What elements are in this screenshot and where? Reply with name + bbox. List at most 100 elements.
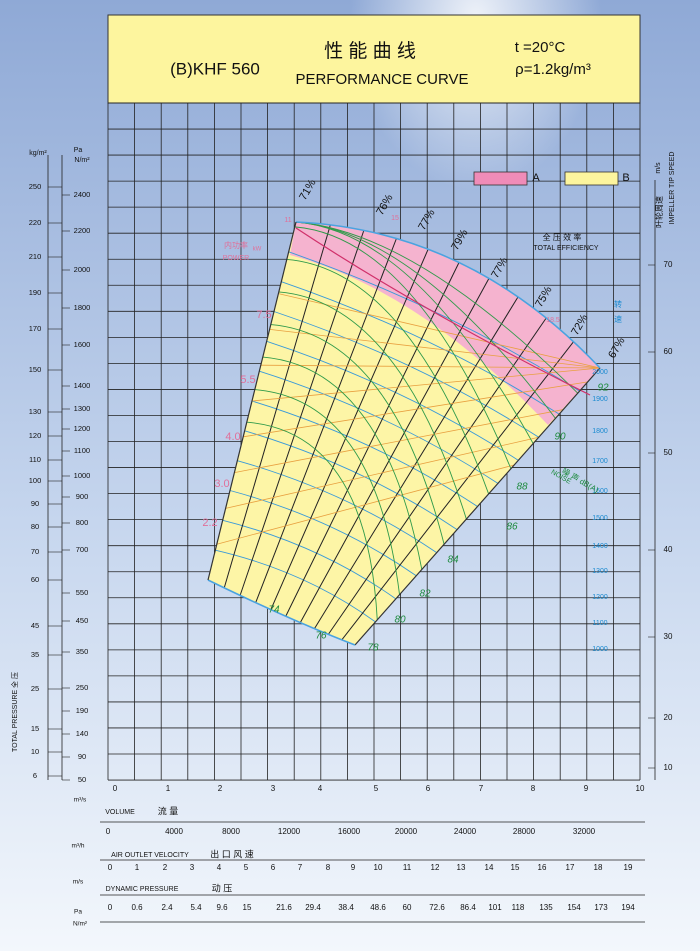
axis-label: 流 量: [158, 805, 179, 816]
system-line: [314, 296, 519, 629]
tick-label: 25: [31, 684, 39, 693]
tick-label: 100: [29, 476, 42, 485]
noise-curve: [295, 221, 534, 444]
axis-label: 叶轮周速: [654, 196, 664, 228]
power-label: 18.5: [546, 317, 560, 324]
tick-label: 14: [485, 863, 494, 872]
tick-label: 450: [76, 616, 89, 625]
tick-label: 4000: [165, 827, 183, 836]
tick-label: 90: [78, 752, 86, 761]
system-line: [270, 249, 429, 610]
axis-unit: Pa: [74, 147, 83, 154]
tick-label: 0: [106, 827, 111, 836]
speed-label: 1600: [592, 488, 608, 495]
tick-label: 210: [29, 252, 42, 261]
tick-label: 130: [29, 407, 42, 416]
curves: [215, 221, 601, 646]
legend-swatch-a: [473, 171, 528, 186]
tick-label: 190: [76, 706, 89, 715]
axis-unit: m/s: [73, 879, 84, 886]
bottom-boundary: [207, 579, 356, 646]
tick-label: 16: [538, 863, 547, 872]
legend-swatch-b: [564, 171, 619, 186]
tick-label: 5: [244, 863, 249, 872]
tick-label: 5: [374, 784, 379, 793]
tick-label: 48.6: [370, 903, 386, 912]
tick-label: 1400: [74, 381, 91, 390]
power-label: 4.0: [225, 431, 240, 443]
tick-label: 900: [76, 492, 89, 501]
power-caption: kW: [253, 247, 262, 253]
power-label: 15: [391, 215, 399, 222]
tick-label: 1: [166, 784, 171, 793]
tick-label: 13: [457, 863, 466, 872]
temperature: t =20°C: [515, 39, 566, 56]
tick-label: 9.6: [216, 903, 228, 912]
noise-curve: [270, 324, 445, 545]
tick-label: 194: [621, 903, 635, 912]
axis-unit: m³/s: [74, 797, 87, 804]
tick-label: 9: [584, 784, 589, 793]
power-label: 3.0: [214, 478, 229, 490]
speed-curve: [229, 490, 417, 577]
tick-label: 6: [33, 771, 37, 780]
left-boundary: [207, 221, 297, 581]
system-line: [327, 317, 547, 635]
top-boundary: [295, 221, 601, 369]
tick-label: 8: [531, 784, 536, 793]
speed-curve: [259, 370, 499, 484]
axis-label: IMPELLER TIP SPEED: [669, 152, 676, 225]
power-label: 7.5: [256, 309, 271, 321]
tick-label: 1: [135, 863, 140, 872]
tick-label: 86.4: [460, 903, 476, 912]
efficiency-peak-line: [295, 227, 591, 396]
title-cn: 性 能 曲 线: [324, 40, 416, 62]
tick-label: 6: [426, 784, 431, 793]
tick-label: 30: [664, 632, 673, 641]
tick-label: 800: [76, 518, 89, 527]
system-line: [285, 262, 460, 617]
noise-label: 90: [554, 432, 566, 443]
tick-label: 50: [78, 775, 86, 784]
power-line: [234, 409, 564, 473]
tick-label: 18: [594, 863, 603, 872]
tick-label: 15: [511, 863, 520, 872]
tick-label: 1600: [74, 340, 91, 349]
speed-caption: 速: [614, 315, 622, 324]
legend-label: A: [532, 172, 540, 184]
tick-label: 0.6: [131, 903, 143, 912]
noise-curve: [246, 421, 378, 620]
tick-label: 150: [29, 365, 42, 374]
power-label: 2.2: [202, 517, 217, 529]
tick-label: 8000: [222, 827, 240, 836]
tick-label: 118: [512, 903, 525, 912]
axis-label: DYNAMIC PRESSURE: [106, 886, 179, 893]
axis-unit: kg/m²: [29, 150, 47, 157]
speed-label: 1000: [592, 646, 608, 653]
tick-label: 17: [566, 863, 575, 872]
axis-unit: m/s: [655, 162, 662, 174]
tick-label: 1800: [74, 303, 91, 312]
tick-label: 10: [636, 784, 645, 793]
tick-label: 3: [190, 863, 195, 872]
tick-label: 32000: [573, 827, 596, 836]
title-en: PERFORMANCE CURVE: [295, 71, 468, 88]
density: ρ=1.2kg/m³: [515, 61, 591, 78]
tick-label: 20: [664, 713, 673, 722]
tick-label: 60: [664, 347, 673, 356]
speed-curve: [237, 460, 437, 554]
right-boundary: [354, 367, 601, 646]
axis-unit: N/m²: [73, 921, 88, 928]
tick-label: 190: [29, 288, 42, 297]
tick-label: 1200: [74, 424, 91, 433]
axis-label: VOLUME: [105, 809, 135, 816]
speed-curve: [215, 549, 376, 623]
noise-label: 88: [516, 482, 528, 493]
tick-label: 2.4: [161, 903, 173, 912]
efficiency-caption: 全 压 效 率: [543, 232, 582, 242]
speed-label: 1300: [592, 568, 608, 575]
tick-label: 173: [594, 903, 608, 912]
tick-label: 29.4: [305, 903, 321, 912]
tick-label: 9: [351, 863, 356, 872]
